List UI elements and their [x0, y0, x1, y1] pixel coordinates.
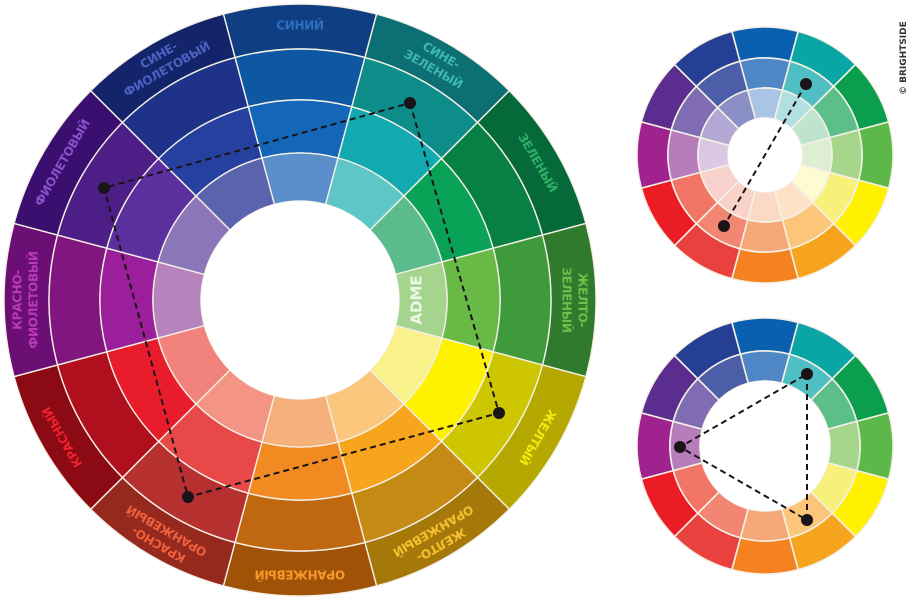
wheel-segment	[247, 441, 353, 501]
sector-label: ЖЕЛТО-ЗЕЛЕНЫЙ	[560, 267, 590, 332]
scheme-dot	[182, 491, 194, 503]
sector-label-line: КРАСНО-	[11, 270, 25, 330]
sector-label-line: СИНИЙ	[276, 18, 323, 33]
main-color-wheel	[3, 3, 597, 597]
wheel-segment	[828, 128, 863, 182]
scheme-dashed-line	[723, 83, 807, 227]
wheel-segment	[730, 536, 800, 575]
scheme-dashed-line	[677, 372, 808, 522]
scheme-dot	[800, 78, 812, 90]
wheel-segment	[857, 120, 894, 190]
sector-label-line: ФИОЛЕТОВЫЙ	[26, 251, 41, 348]
wheel-segment	[826, 420, 861, 472]
tetradic-scheme-overlay	[98, 97, 505, 503]
center-hole	[201, 201, 399, 399]
sector-label: СИНИЙ	[276, 18, 324, 33]
wheel-segment	[739, 350, 791, 385]
wheel-segment	[730, 26, 800, 63]
wheel-segment	[48, 234, 108, 366]
complementary-color-wheel	[636, 26, 894, 284]
copyright-text: © BRIGHTSIDE	[899, 21, 909, 95]
sector-label: ОРАНЖЕВЫЙ	[255, 568, 345, 583]
adme-watermark: ADME	[408, 275, 426, 324]
wheel-segment	[152, 261, 206, 339]
wheel-segment	[636, 120, 673, 190]
wheel-segment	[730, 247, 800, 284]
sector-label-line: ОРАНЖЕВЫЙ	[255, 568, 345, 583]
wheel-segment	[738, 57, 792, 92]
wheel-segment	[234, 48, 366, 108]
wheel-segment	[99, 247, 159, 353]
wheel-segment	[739, 507, 791, 542]
wheel-segment	[730, 317, 800, 356]
wheel-segment	[261, 394, 339, 448]
wheel-segment	[441, 247, 501, 353]
triadic-color-wheel	[636, 317, 894, 575]
wheel-segment	[636, 411, 675, 481]
wheel-segment	[261, 152, 339, 206]
scheme-dot	[801, 514, 813, 526]
wheel-segment	[234, 492, 366, 552]
scheme-dot	[404, 97, 416, 109]
scheme-dot	[98, 182, 110, 194]
scheme-dot	[493, 407, 505, 419]
sector-label-line: ЖЕЛТО-	[576, 273, 590, 328]
scheme-dot	[801, 368, 813, 380]
scheme-dot	[674, 441, 686, 453]
wheel-segment	[492, 234, 552, 366]
wheel-segment	[855, 411, 894, 481]
wheel-segment	[738, 218, 792, 253]
scheme-dot	[718, 220, 730, 232]
center-hole	[700, 381, 830, 511]
wheel-segment	[667, 128, 702, 182]
sector-label: КРАСНО- ФИОЛЕТОВЫЙ	[11, 251, 41, 348]
wheel-segment	[247, 99, 353, 159]
sector-label-line: ЗЕЛЕНЫЙ	[560, 267, 575, 332]
